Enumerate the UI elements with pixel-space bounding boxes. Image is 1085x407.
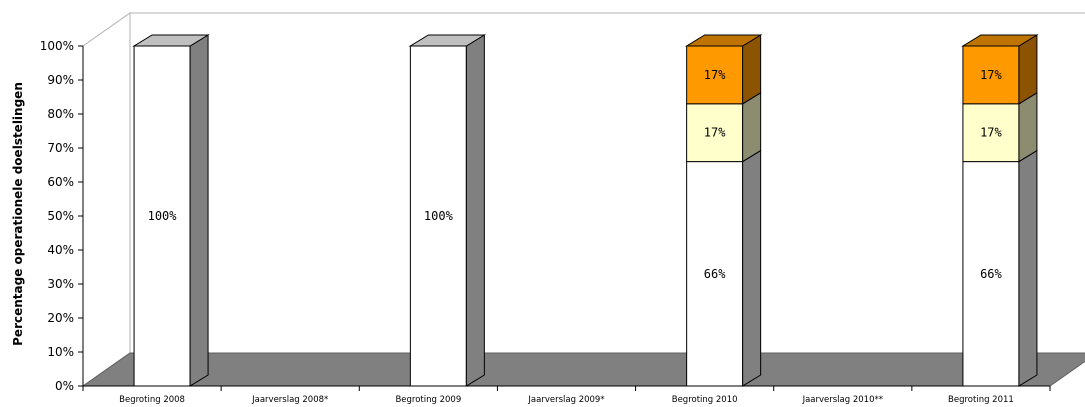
data-label: 100% [424, 209, 454, 223]
x-tick-label: Begroting 2011 [948, 395, 1014, 405]
chart-floor [81, 352, 1085, 387]
bar-stack: 66% 17% 17% [684, 34, 763, 387]
bar-segment [962, 103, 1020, 163]
y-tick-label: 20% [47, 311, 74, 325]
y-tick-label: 80% [47, 107, 74, 121]
bar-stack: 100% [408, 34, 487, 387]
bar-segment [962, 161, 1020, 387]
x-axis: Begroting 2008 Jaarverslag 2008* Begroting… [82, 385, 1051, 405]
y-tick-label: 30% [47, 277, 74, 291]
bar-segment-side [742, 34, 762, 105]
x-tick-label: Jaarverslag 2010** [802, 395, 883, 405]
y-tick-label: 10% [47, 345, 74, 359]
bar-segment-side [189, 34, 209, 387]
bar-segment-side [742, 149, 762, 387]
back-wall [129, 12, 1085, 354]
bar-segment [686, 161, 744, 387]
bar-top [684, 34, 763, 47]
x-tick-label: Begroting 2008 [119, 395, 185, 405]
data-label: 100% [148, 209, 178, 223]
x-tick-label: Jaarverslag 2009* [527, 395, 604, 405]
y-tick-label: 50% [47, 209, 74, 223]
data-label: 17% [704, 126, 726, 140]
bar-segment-side [1018, 91, 1038, 163]
bar-top [408, 34, 487, 47]
side-wall [82, 12, 131, 387]
bar-segment-side [742, 91, 762, 163]
y-axis-label: Percentage operationele doelstelingen [11, 82, 25, 346]
chart-walls [81, 12, 1085, 387]
bar-segment [409, 45, 467, 387]
y-tick-label: 90% [47, 73, 74, 87]
bar-stack: 66% 17% 17% [961, 34, 1039, 387]
bar-segment-side [465, 34, 485, 387]
data-label: 17% [980, 68, 1002, 82]
y-tick-label: 0% [55, 379, 74, 393]
y-tick-label: 40% [47, 243, 74, 257]
x-tick-label: Begroting 2009 [395, 395, 461, 405]
bar-segment-side [1018, 34, 1038, 105]
data-label: 66% [704, 267, 726, 281]
bar-stack: 100% [132, 34, 210, 387]
y-tick-label: 100% [40, 39, 74, 53]
x-tick-label: Begroting 2010 [672, 395, 738, 405]
y-tick-label: 70% [47, 141, 74, 155]
bar-top [132, 34, 210, 47]
data-label: 66% [980, 267, 1002, 281]
y-tick-label: 60% [47, 175, 74, 189]
x-tick-label: Jaarverslag 2008* [251, 395, 328, 405]
y-axis: 0% 10% 20% 30% 40% 50% 60% 70% 80% 90% 100% [40, 39, 84, 393]
bar-segment-side [1018, 149, 1038, 387]
data-label: 17% [980, 126, 1002, 140]
bar-top [961, 34, 1039, 47]
data-label: 17% [704, 68, 726, 82]
bars: 100% 100% 66% 17% 17% 66% 17% 17% [132, 34, 1039, 387]
